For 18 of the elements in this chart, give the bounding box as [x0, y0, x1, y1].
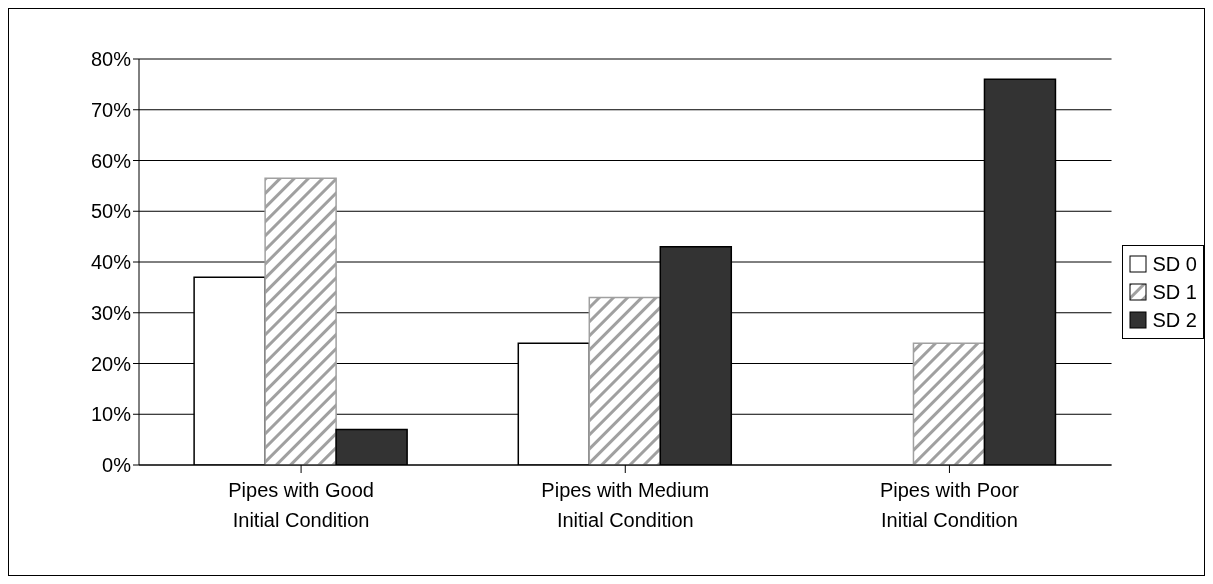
y-tick-label: 20%: [90, 352, 132, 375]
y-tick-label: 70%: [90, 98, 132, 121]
y-tick-label: 30%: [90, 301, 132, 324]
x-tick-label: Pipes with Poor Initial Condition: [879, 479, 1020, 531]
y-tick-label: 50%: [90, 200, 132, 223]
y-tick-label: 0%: [102, 454, 132, 477]
y-tick-label: 60%: [90, 149, 132, 172]
y-tick-label: 10%: [90, 403, 132, 426]
legend-label: SD 0: [1152, 252, 1197, 277]
bar: [264, 177, 337, 465]
x-tick-label: Pipes with Medium Initial Condition: [541, 479, 710, 531]
legend-label: SD 2: [1152, 308, 1197, 333]
y-tick-label: 80%: [90, 48, 132, 71]
legend-label: SD 1: [1152, 280, 1197, 305]
y-tick-label: 40%: [90, 251, 132, 274]
bar: [912, 342, 986, 465]
bar: [588, 296, 662, 465]
x-tick-label: Pipes with Good Initial Condition: [228, 479, 374, 531]
